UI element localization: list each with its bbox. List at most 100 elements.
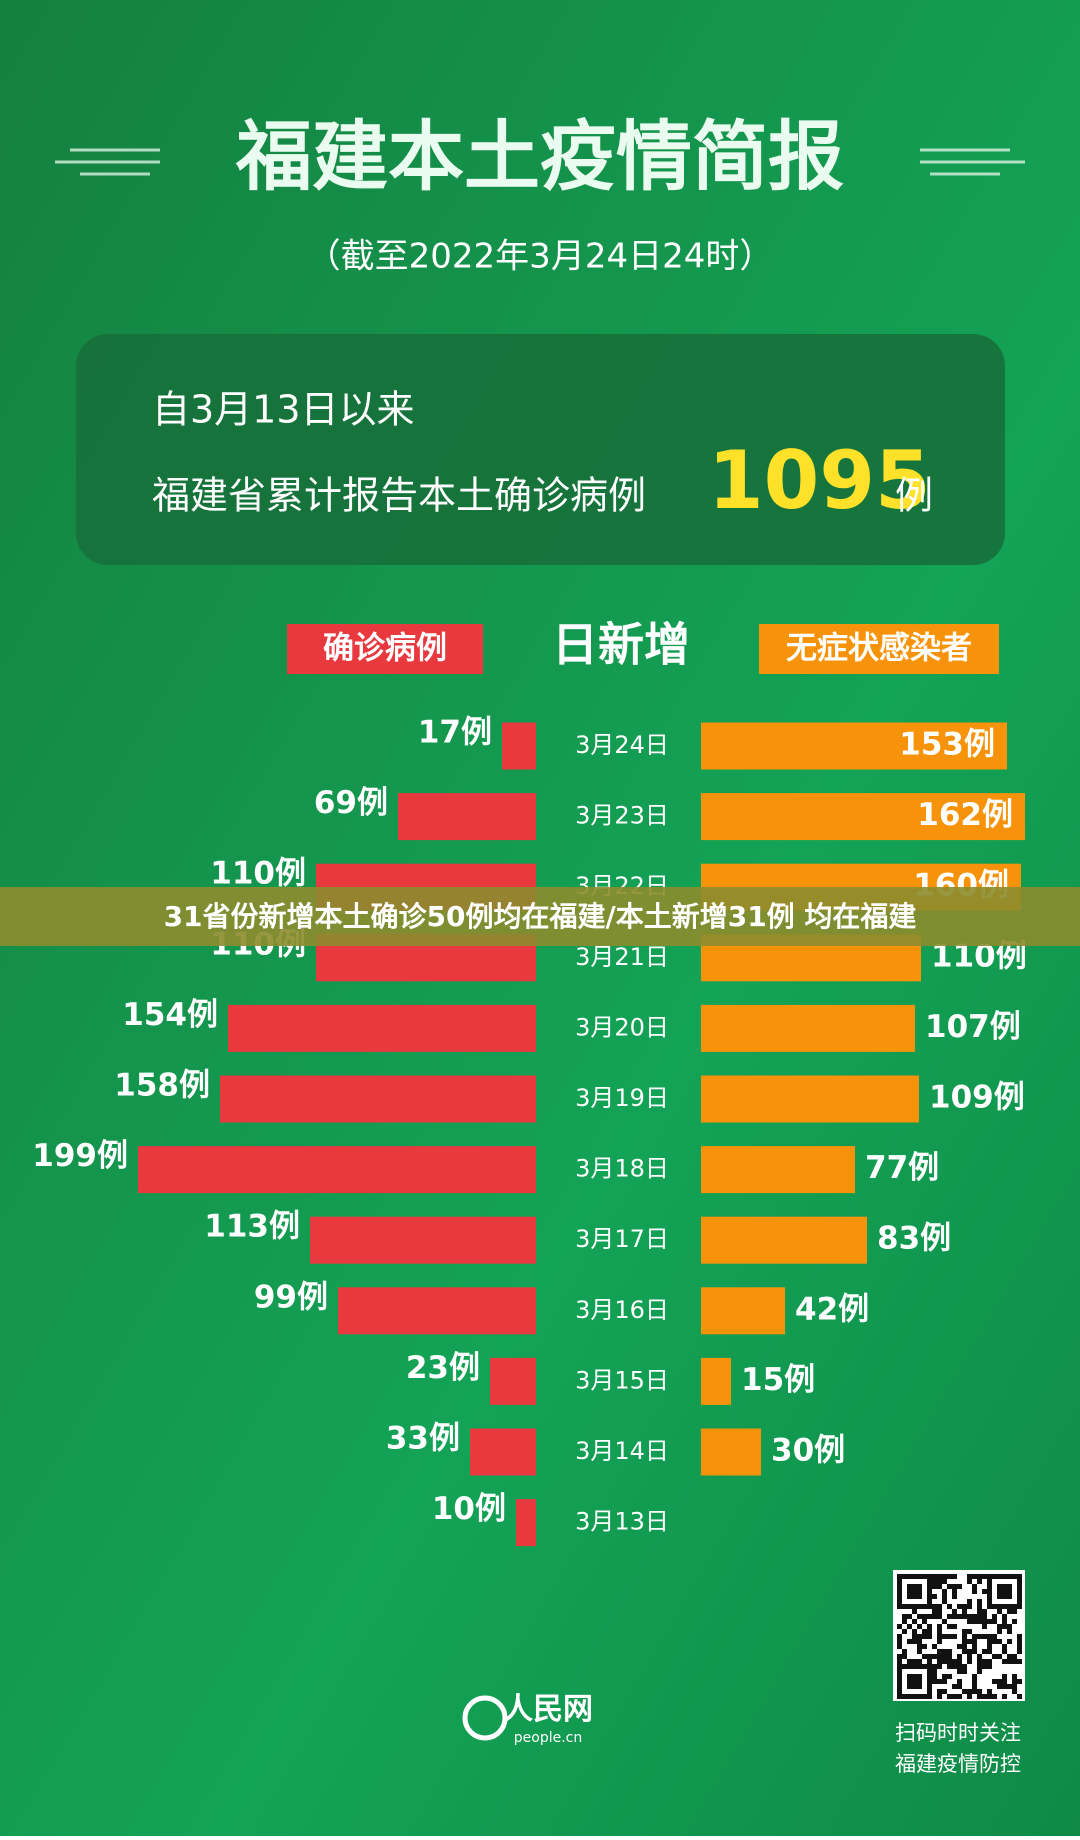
qr-module: [927, 1679, 932, 1684]
qr-module: [987, 1594, 992, 1599]
bar: [701, 1357, 731, 1405]
qr-module: [1007, 1624, 1012, 1629]
logo-name: 人民网: [503, 1693, 593, 1726]
qr-module: [962, 1604, 967, 1609]
qr-module: [912, 1629, 917, 1634]
qr-module: [922, 1654, 927, 1659]
qr-module: [1007, 1659, 1012, 1664]
qr-module: [977, 1669, 982, 1674]
qr-module: [912, 1684, 917, 1689]
qr-module: [917, 1649, 922, 1654]
qr-module: [957, 1664, 962, 1669]
qr-module: [1007, 1609, 1012, 1614]
qr-module: [942, 1574, 947, 1579]
qr-module: [932, 1604, 937, 1609]
legend-label: 确诊病例: [323, 631, 447, 667]
qr-module: [922, 1604, 927, 1609]
banner-text[interactable]: 31省份新增本土确诊50例均在福建/本土新增31例 均在福建: [164, 900, 917, 933]
qr-module: [922, 1614, 927, 1619]
qr-module: [927, 1659, 932, 1664]
qr-module: [942, 1594, 947, 1599]
value-label: 110例: [210, 856, 306, 892]
value-label: 15例: [741, 1362, 815, 1398]
qr-module: [997, 1594, 1002, 1599]
qr-module: [922, 1574, 927, 1579]
qr-module: [947, 1694, 952, 1699]
qr-module: [937, 1604, 942, 1609]
qr-module: [912, 1679, 917, 1684]
qr-module: [1017, 1634, 1022, 1639]
qr-module: [992, 1679, 997, 1684]
qr-module: [957, 1669, 962, 1674]
qr-module: [917, 1604, 922, 1609]
qr-module: [922, 1664, 927, 1669]
qr-module: [1002, 1659, 1007, 1664]
qr-module: [1002, 1694, 1007, 1699]
value-label: 17例: [418, 715, 492, 751]
qr-module: [952, 1614, 957, 1619]
qr-module: [997, 1624, 1002, 1629]
qr-module: [1012, 1609, 1017, 1614]
qr-module: [912, 1589, 917, 1594]
qr-module: [947, 1584, 952, 1589]
qr-module: [917, 1639, 922, 1644]
qr-module: [942, 1689, 947, 1694]
value-label: 99例: [254, 1279, 328, 1315]
qr-module: [927, 1599, 932, 1604]
qr-module: [947, 1614, 952, 1619]
qr-module: [902, 1614, 907, 1619]
qr-module: [942, 1619, 947, 1624]
qr-module: [937, 1694, 942, 1699]
qr-module: [907, 1684, 912, 1689]
qr-module: [932, 1584, 937, 1589]
qr-module: [1007, 1654, 1012, 1659]
bar: [138, 1146, 536, 1194]
bar: [516, 1499, 536, 1547]
qr-module: [942, 1589, 947, 1594]
qr-module: [982, 1694, 987, 1699]
qr-module: [932, 1664, 937, 1669]
qr-module: [927, 1604, 932, 1609]
qr-module: [977, 1619, 982, 1624]
qr-module: [1012, 1674, 1017, 1679]
qr-module: [917, 1584, 922, 1589]
qr-module: [1012, 1689, 1017, 1694]
qr-module: [927, 1614, 932, 1619]
qr-module: [927, 1629, 932, 1634]
qr-module: [897, 1694, 902, 1699]
qr-module: [1017, 1604, 1022, 1609]
qr-pattern: [897, 1574, 1022, 1699]
qr-module: [927, 1579, 932, 1584]
banner[interactable]: [0, 887, 1080, 946]
qr-module: [947, 1574, 952, 1579]
qr-module: [957, 1694, 962, 1699]
qr-module: [987, 1604, 992, 1609]
qr-module: [912, 1609, 917, 1614]
qr-module: [912, 1594, 917, 1599]
qr-module: [987, 1619, 992, 1624]
summary-label: 福建省累计报告本土确诊病例: [152, 474, 646, 518]
qr-module: [997, 1684, 1002, 1689]
qr-module: [1017, 1644, 1022, 1649]
qr-module: [962, 1639, 967, 1644]
category-label: 3月17日: [575, 1225, 669, 1253]
value-label: 107例: [925, 1009, 1021, 1045]
qr-module: [967, 1599, 972, 1604]
qr-module: [987, 1639, 992, 1644]
qr-module: [1007, 1574, 1012, 1579]
qr-module: [917, 1684, 922, 1689]
qr-module: [907, 1594, 912, 1599]
qr-module: [977, 1654, 982, 1659]
qr-module: [987, 1599, 992, 1604]
title-decoration: [55, 148, 1025, 176]
qr-module: [907, 1664, 912, 1669]
bar: [701, 1075, 919, 1123]
value-label: 154例: [122, 997, 218, 1033]
summary-unit: 例: [895, 474, 933, 518]
qr-module: [897, 1634, 902, 1639]
qr-module: [972, 1674, 977, 1679]
qr-module: [1017, 1639, 1022, 1644]
qr-module: [902, 1654, 907, 1659]
qr-module: [947, 1664, 952, 1669]
